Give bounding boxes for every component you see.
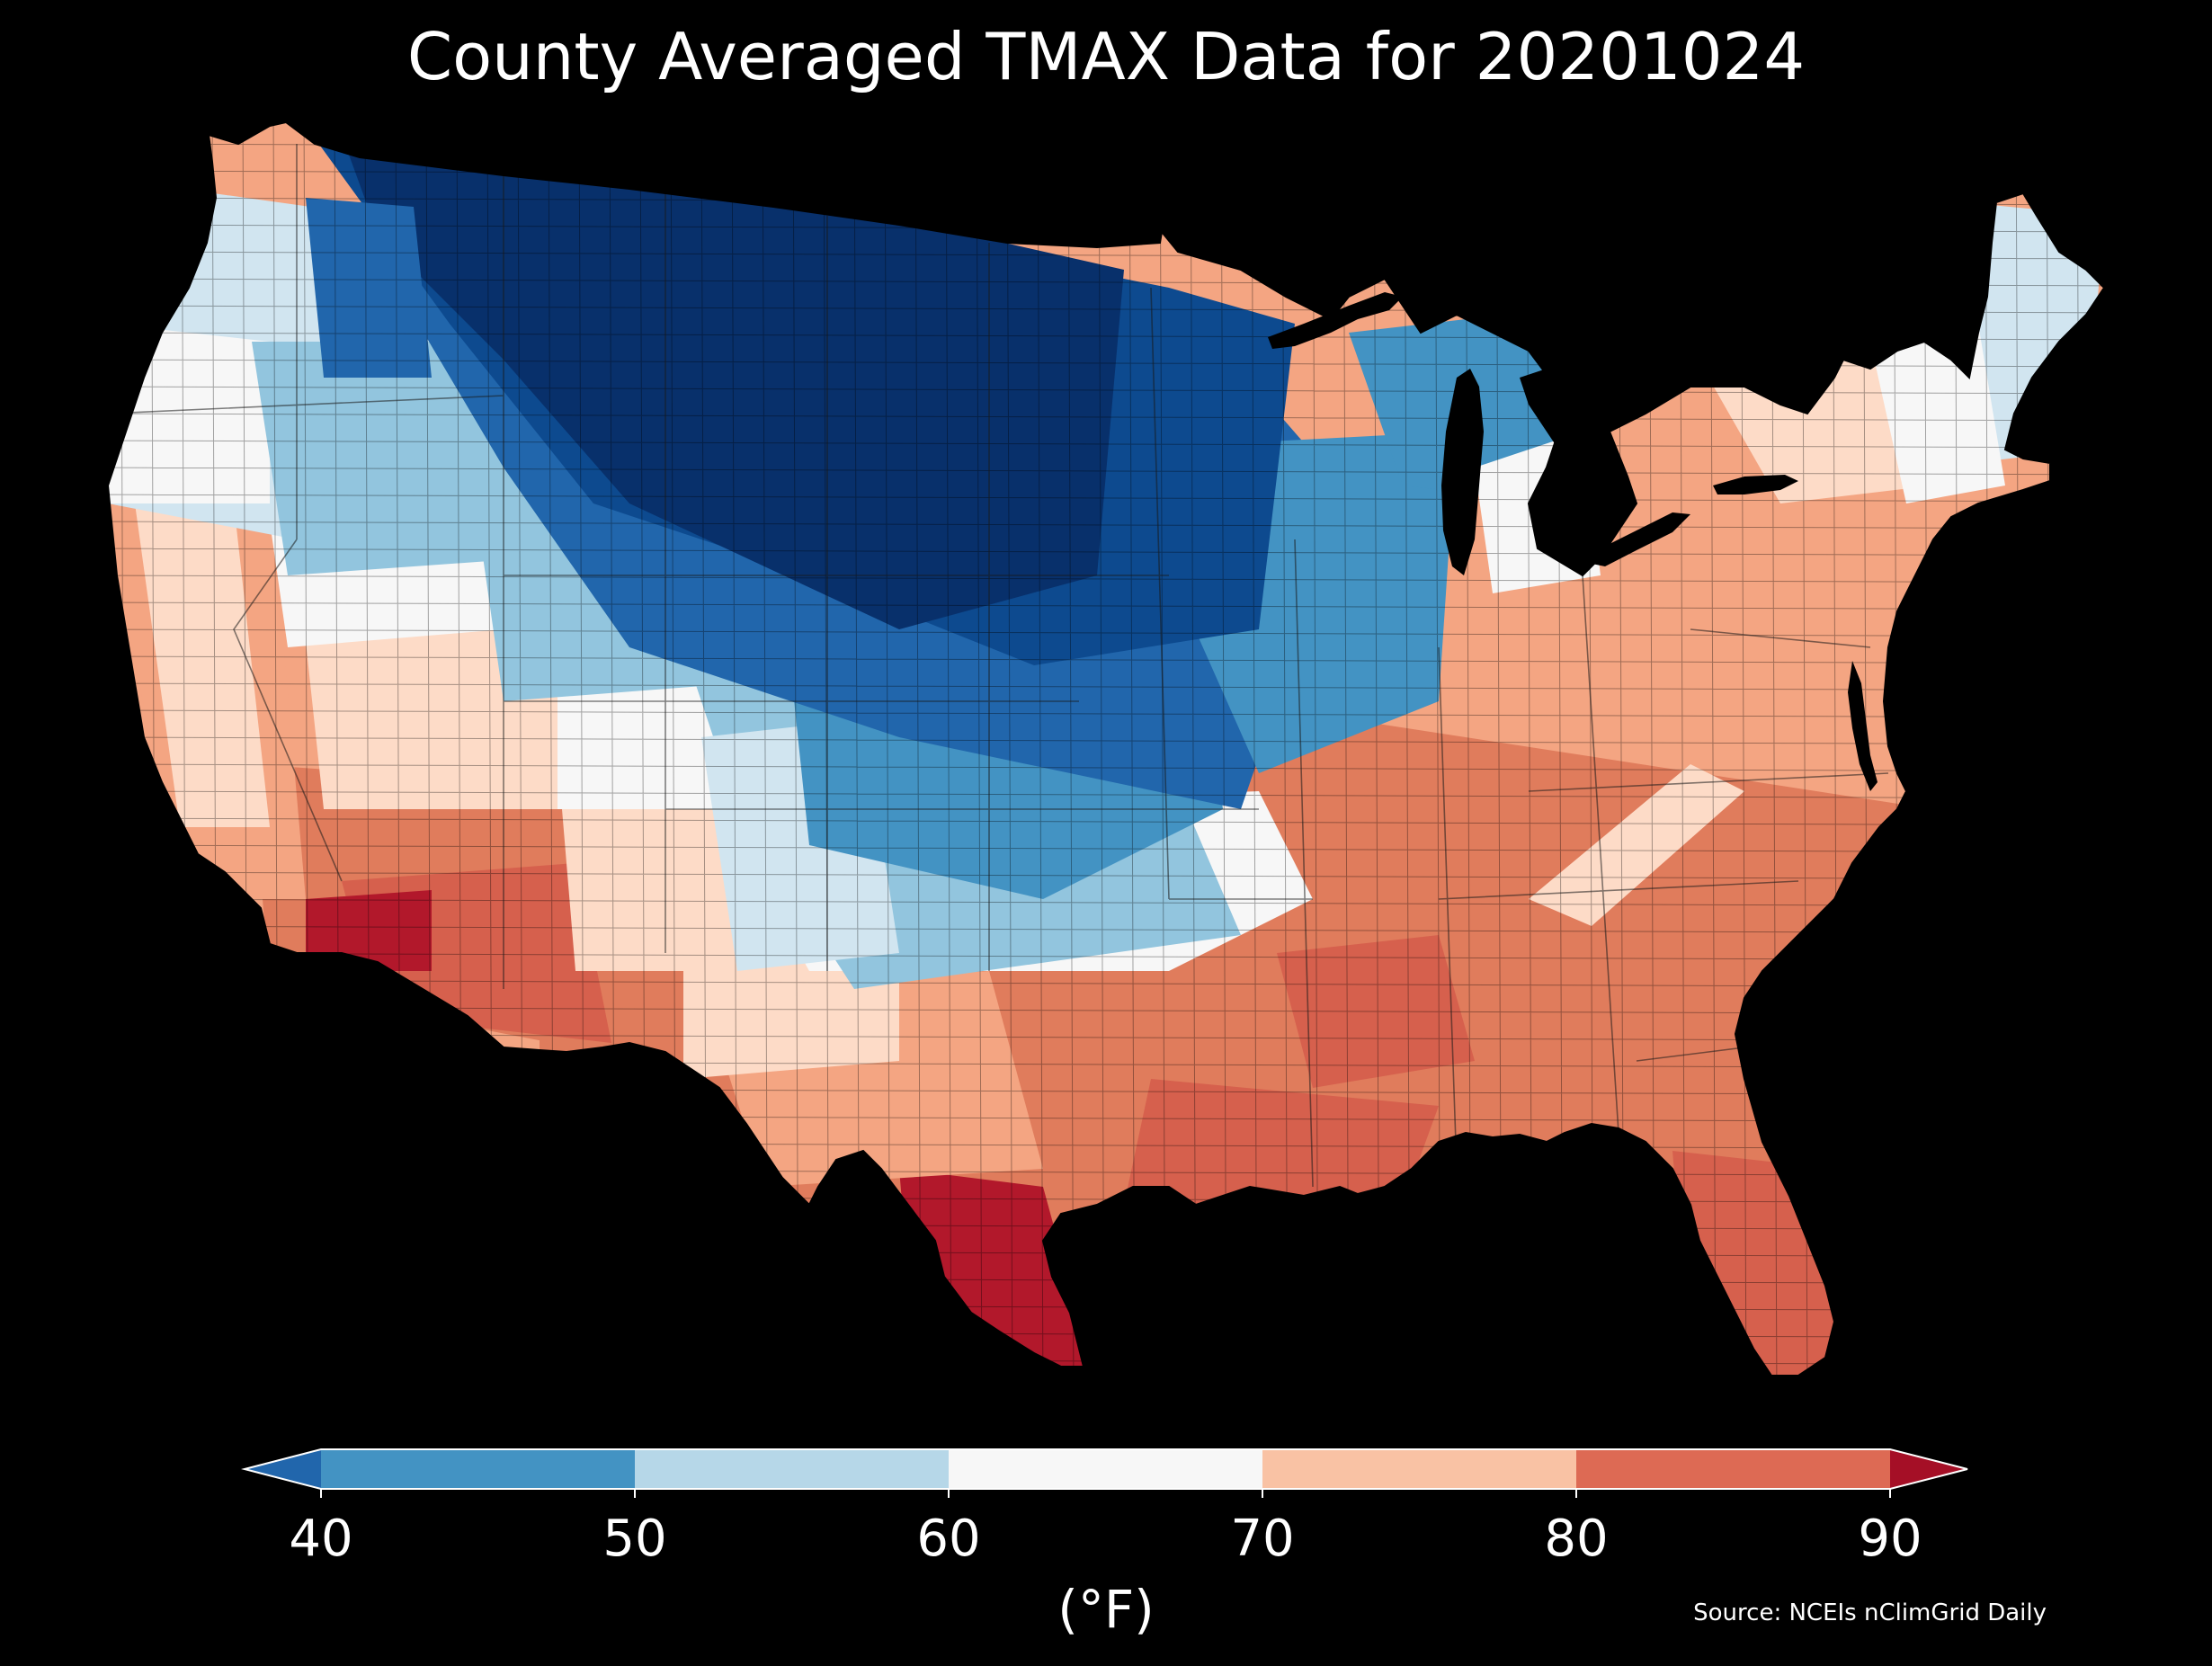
region-appalachian-mild	[1529, 764, 1744, 926]
region-yuma-hottest	[306, 890, 432, 971]
colorbar-tick-label-80: 80	[1544, 1510, 1608, 1568]
region-idaho-cold	[306, 198, 432, 378]
colorbar-over-arrow	[1890, 1449, 1967, 1489]
colorbar: 40 50 60 70 80 90	[241, 1448, 1968, 1568]
colorbar-tick-label-90: 90	[1858, 1510, 1922, 1568]
colorbar-unit-label: (°F)	[1057, 1579, 1155, 1640]
source-credit: Source: NCEIs nClimGrid Daily	[1693, 1599, 2047, 1626]
colorbar-tick-label-40: 40	[289, 1510, 352, 1568]
colorbar-bin-60-70	[949, 1449, 1262, 1489]
region-gulf-coast-hot	[1124, 1079, 1439, 1205]
colorbar-bin-50-60	[635, 1449, 949, 1489]
region-dakotas-coldest	[342, 135, 1124, 629]
region-florida-hot	[1672, 1151, 1852, 1376]
colorbar-bin-80-90	[1576, 1449, 1890, 1489]
map-title: County Averaged TMAX Data for 20201024	[406, 19, 1806, 94]
lake-huron	[1520, 369, 1592, 477]
colorbar-bin-40-50	[321, 1449, 635, 1489]
state-borders	[108, 144, 1889, 1188]
colorbar-bin-70-80	[1262, 1449, 1576, 1489]
region-california-central	[135, 503, 270, 827]
region-mississippi-hot	[1277, 935, 1475, 1088]
colorbar-tick-label-60: 60	[916, 1510, 980, 1568]
colorbar-tick-label-70: 70	[1230, 1510, 1294, 1568]
lake-ontario	[1713, 475, 1798, 494]
lake-superior	[1268, 292, 1403, 349]
lake-michigan	[1441, 369, 1484, 575]
colorbar-under-arrow	[245, 1449, 321, 1489]
colorbar-tick-label-50: 50	[602, 1510, 666, 1568]
lake-erie	[1583, 512, 1690, 566]
chesapeake-bay	[1848, 661, 1878, 791]
